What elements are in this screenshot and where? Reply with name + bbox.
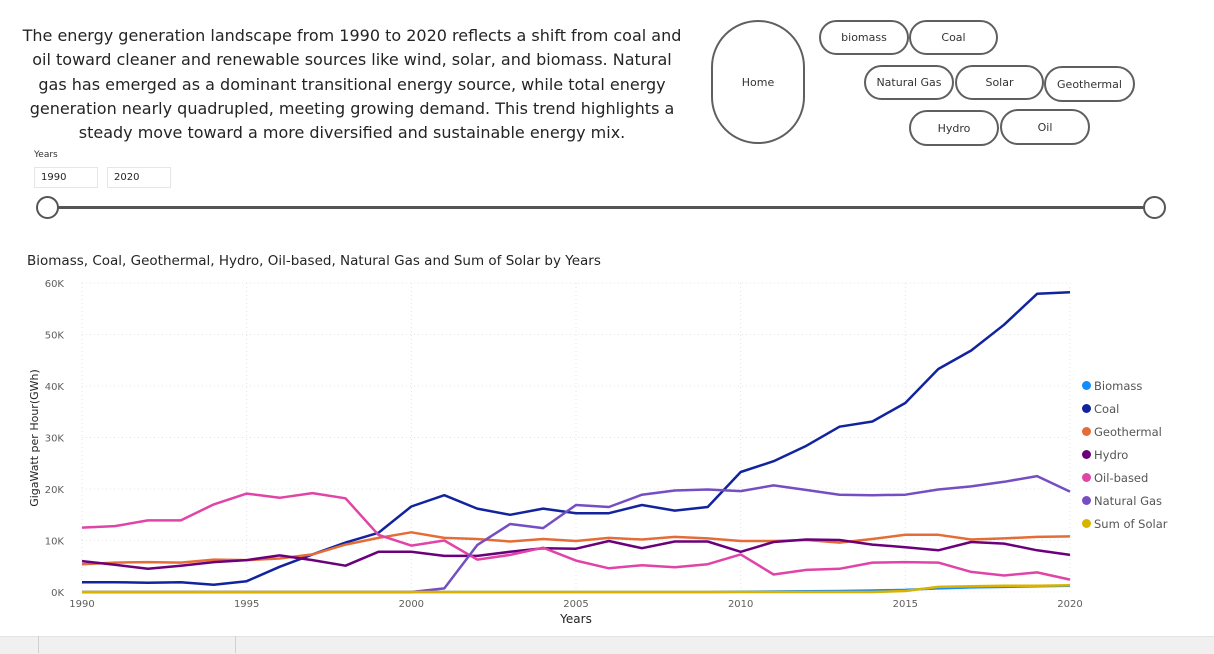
legend-item-biomass[interactable]: Biomass [1082, 374, 1168, 397]
legend-label: Oil-based [1094, 471, 1148, 485]
y-tick-label: 30K [45, 434, 65, 445]
chart-title: Biomass, Coal, Geothermal, Hydro, Oil-ba… [27, 253, 601, 269]
bottom-bar-divider [38, 636, 39, 653]
chart-legend: Biomass Coal Geothermal Hydro Oil-based Natur… [1082, 374, 1168, 535]
year-end-input[interactable]: 2020 [107, 167, 171, 188]
bottom-bar-divider [235, 636, 236, 653]
legend-item-hydro[interactable]: Hydro [1082, 443, 1168, 466]
bottom-bar [0, 636, 1214, 654]
natural-gas-button[interactable]: Natural Gas [864, 65, 954, 100]
year-start-input[interactable]: 1990 [34, 167, 98, 188]
legend-dot-icon [1082, 381, 1091, 390]
coal-button[interactable]: Coal [909, 20, 998, 55]
summary-text: The energy generation landscape from 199… [22, 24, 682, 145]
legend-dot-icon [1082, 427, 1091, 436]
oil-button[interactable]: Oil [1000, 109, 1090, 145]
home-button[interactable]: Home [711, 20, 805, 144]
legend-item-natural-gas[interactable]: Natural Gas [1082, 489, 1168, 512]
legend-dot-icon [1082, 473, 1091, 482]
x-axis-title: Years [559, 612, 592, 626]
legend-label: Natural Gas [1094, 494, 1162, 508]
y-axis-title: GigaWatt per Hour(GWh) [28, 369, 41, 507]
y-tick-label: 20K [45, 485, 65, 496]
legend-item-sum-of-solar[interactable]: Sum of Solar [1082, 512, 1168, 535]
y-tick-label: 10K [45, 537, 65, 548]
legend-item-geothermal[interactable]: Geothermal [1082, 420, 1168, 443]
legend-label: Hydro [1094, 448, 1128, 462]
x-tick-label: 1990 [69, 599, 94, 610]
series-line-sum-of-solar[interactable] [82, 585, 1070, 592]
legend-item-coal[interactable]: Coal [1082, 397, 1168, 420]
legend-label: Sum of Solar [1094, 517, 1168, 531]
solar-button[interactable]: Solar [955, 65, 1044, 100]
years-slicer-label: Years [34, 150, 58, 160]
year-slider-start-handle[interactable] [36, 196, 59, 219]
legend-label: Geothermal [1094, 425, 1162, 439]
hydro-button[interactable]: Hydro [909, 110, 999, 146]
x-tick-label: 2000 [399, 599, 424, 610]
line-chart: 0K 10K 20K 30K 40K 50K 60K 1990 1995 2000 2005 2010… [0, 270, 1214, 630]
x-tick-label: 2010 [728, 599, 753, 610]
y-tick-label: 60K [45, 279, 65, 290]
y-tick-label: 50K [45, 331, 65, 342]
y-tick-label: 40K [45, 382, 65, 393]
legend-dot-icon [1082, 496, 1091, 505]
x-tick-label: 2005 [563, 599, 588, 610]
legend-dot-icon [1082, 404, 1091, 413]
legend-dot-icon [1082, 519, 1091, 528]
x-tick-label: 2020 [1057, 599, 1082, 610]
y-tick-label: 0K [51, 588, 64, 599]
legend-label: Coal [1094, 402, 1119, 416]
legend-dot-icon [1082, 450, 1091, 459]
year-slider-end-handle[interactable] [1143, 196, 1166, 219]
year-slider-track[interactable] [47, 206, 1155, 209]
legend-item-oil-based[interactable]: Oil-based [1082, 466, 1168, 489]
geothermal-button[interactable]: Geothermal [1044, 66, 1135, 102]
legend-label: Biomass [1094, 379, 1142, 393]
x-tick-label: 1995 [234, 599, 259, 610]
biomass-button[interactable]: biomass [819, 20, 909, 55]
x-tick-label: 2015 [893, 599, 918, 610]
